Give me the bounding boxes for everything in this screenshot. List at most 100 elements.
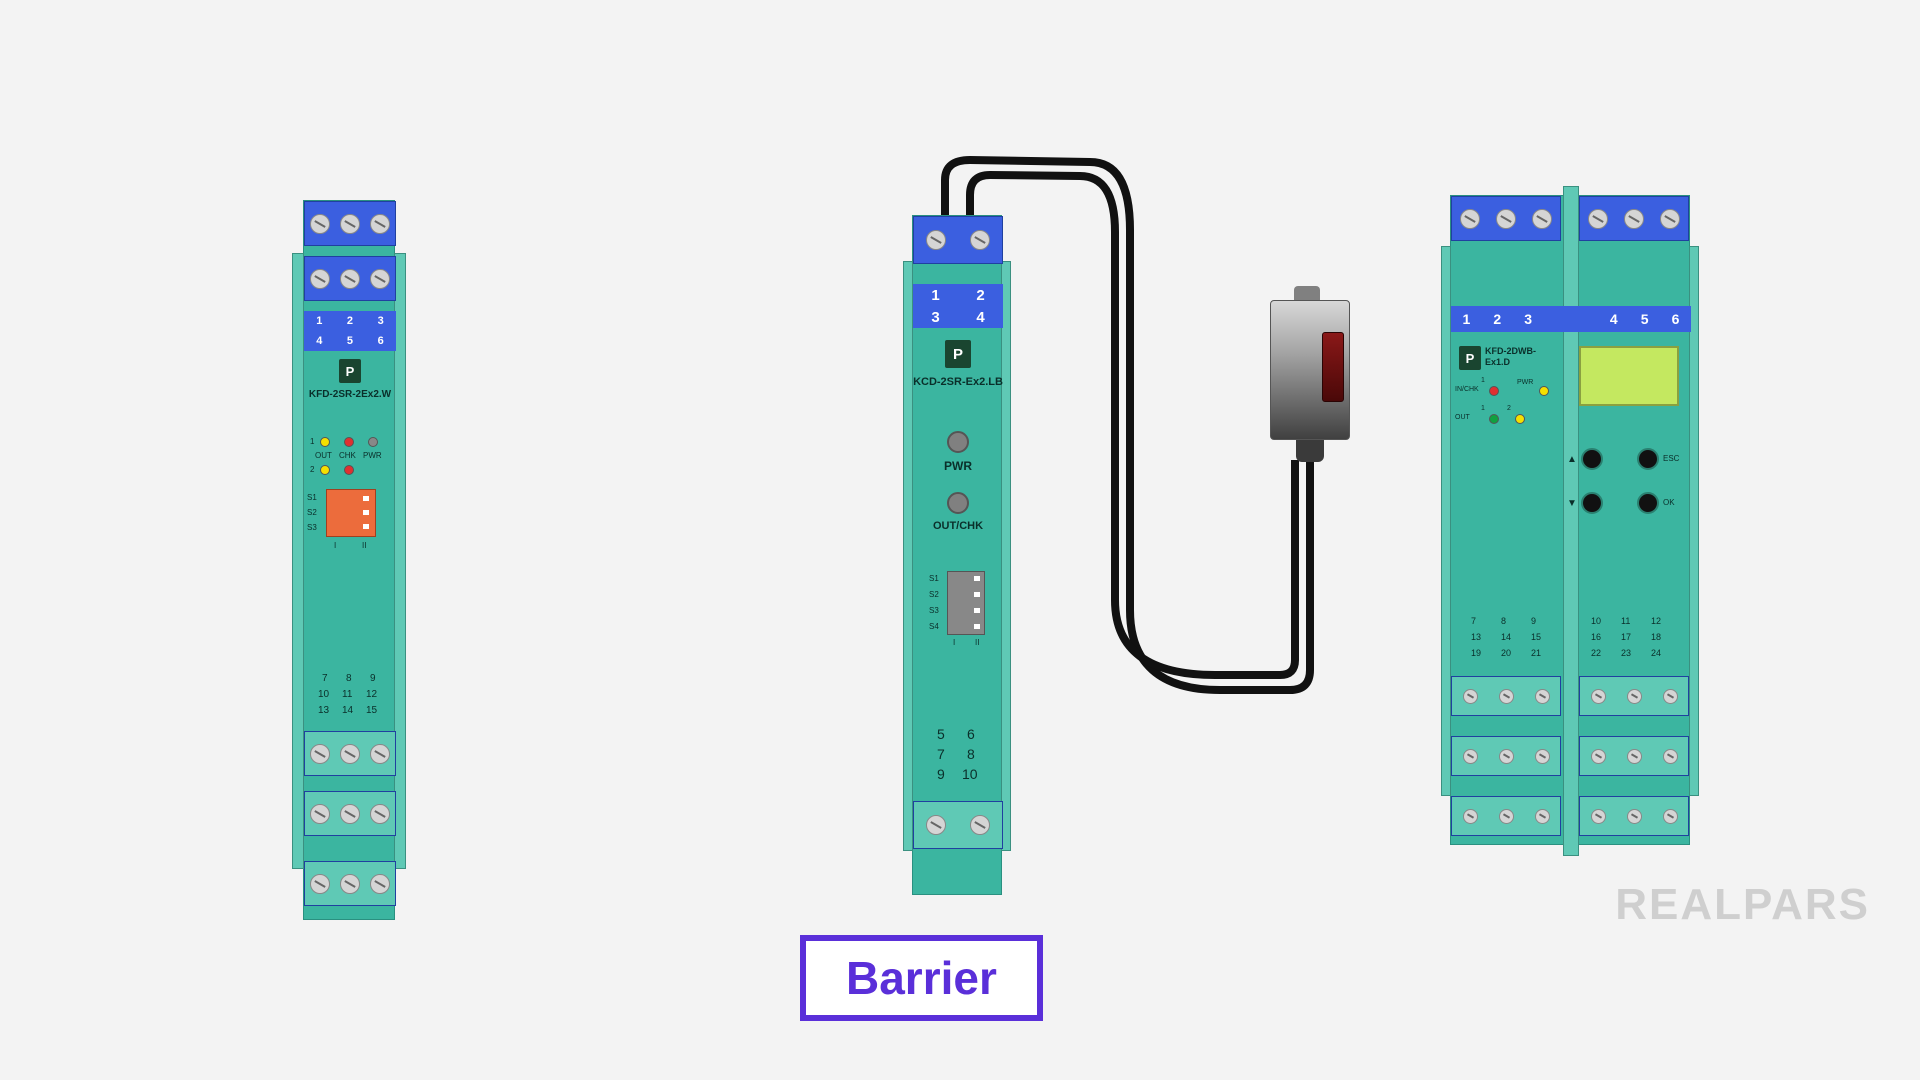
screw-icon (1496, 209, 1516, 229)
n: 21 (1531, 648, 1541, 658)
screw-icon (340, 804, 360, 824)
screw-icon (1591, 749, 1606, 764)
t: 1 (306, 315, 334, 327)
pwr-button[interactable] (947, 431, 969, 453)
led-out2 (1515, 414, 1525, 424)
dip-sw (974, 592, 980, 597)
t: 5 (1633, 311, 1657, 327)
screw-icon (310, 744, 330, 764)
dip-lbl: S3 (929, 606, 939, 615)
n: 17 (1621, 632, 1631, 642)
n: 7 (322, 673, 328, 684)
dip-b: II (362, 541, 366, 550)
n: 10 (318, 689, 329, 700)
top-labels: 1 2 3 4 5 6 (304, 311, 396, 351)
t: 5 (336, 335, 364, 347)
t: 4 (306, 335, 334, 347)
screw-icon (1499, 749, 1514, 764)
dip-sw (974, 624, 980, 629)
screw-icon (1463, 809, 1478, 824)
screw-icon (1535, 689, 1550, 704)
n: 18 (1651, 632, 1661, 642)
n: 6 (967, 726, 975, 742)
led-out (1489, 414, 1499, 424)
screw-icon (970, 230, 990, 250)
screw-icon (1532, 209, 1552, 229)
n: 7 (1471, 616, 1476, 626)
t: 4 (963, 309, 999, 326)
screw-icon (310, 269, 330, 289)
bt1 (304, 731, 396, 776)
top-terminal-l (1451, 196, 1561, 241)
brand-logo-icon: P (1459, 346, 1481, 370)
n: 5 (937, 726, 945, 742)
n: 13 (318, 705, 329, 716)
up-button[interactable] (1581, 448, 1603, 470)
esc-label: ESC (1663, 454, 1679, 463)
led-out (320, 437, 330, 447)
n: 23 (1621, 648, 1631, 658)
n: 19 (1471, 648, 1481, 658)
screw-icon (1588, 209, 1608, 229)
l: IN/CHK (1455, 386, 1479, 393)
model-text: KCD-2SR-Ex2.LB (913, 376, 1003, 389)
n: 9 (370, 673, 376, 684)
n: 1 (1481, 405, 1485, 412)
t: 6 (367, 335, 395, 347)
screw-icon (1463, 749, 1478, 764)
l: PWR (363, 451, 382, 460)
dip-sw (363, 510, 369, 515)
n: 10 (1591, 616, 1601, 626)
n: 24 (1651, 648, 1661, 658)
sensor-cable-gland (1296, 440, 1324, 462)
l: OUT (1455, 414, 1470, 421)
dip-sw (363, 496, 369, 501)
bt3 (304, 861, 396, 906)
dip-lbl: S4 (929, 622, 939, 631)
n: 20 (1501, 648, 1511, 658)
esc-button[interactable] (1637, 448, 1659, 470)
led-pwr (368, 437, 378, 447)
dip-lbl: S2 (929, 590, 939, 599)
din-clip-left (903, 261, 913, 851)
screw-icon (1499, 809, 1514, 824)
screw-icon (370, 874, 390, 894)
n: 8 (1501, 616, 1506, 626)
outchk-label: OUT/CHK (913, 520, 1003, 532)
bt-r3 (1579, 796, 1689, 836)
top-terminal-b (304, 256, 396, 301)
din-clip-left (1441, 246, 1451, 796)
screw-icon (310, 214, 330, 234)
bt2 (304, 791, 396, 836)
n: 8 (967, 746, 975, 762)
dip-switch[interactable] (326, 489, 376, 537)
n: 13 (1471, 632, 1481, 642)
n: 16 (1591, 632, 1601, 642)
screw-icon (310, 874, 330, 894)
t: 2 (336, 315, 364, 327)
led-pwr (1539, 386, 1549, 396)
top-labels: 1 2 3 4 (913, 284, 1003, 328)
outchk-button[interactable] (947, 492, 969, 514)
bottom-terminal (913, 801, 1003, 849)
t: 1 (918, 287, 954, 304)
screw-icon (340, 874, 360, 894)
din-clip-mid (1563, 186, 1579, 856)
screw-icon (1663, 749, 1678, 764)
dip-lbl: S3 (307, 523, 317, 532)
bt-r2 (1579, 736, 1689, 776)
l: PWR (1517, 379, 1533, 386)
dip-lbl: S1 (307, 493, 317, 502)
led-num: 1 (310, 437, 314, 446)
t: 4 (1602, 311, 1626, 327)
dip-switch[interactable] (947, 571, 985, 635)
ok-button[interactable] (1637, 492, 1659, 514)
led-inchk (1489, 386, 1499, 396)
t: 1 (1454, 311, 1478, 327)
brand-logo-icon: P (339, 359, 361, 383)
dip-lbl: S1 (929, 574, 939, 583)
down-button[interactable] (1581, 492, 1603, 514)
din-clip-left (292, 253, 304, 869)
model-text: KFD-2DWB-Ex1.D (1485, 346, 1555, 368)
screw-icon (970, 815, 990, 835)
